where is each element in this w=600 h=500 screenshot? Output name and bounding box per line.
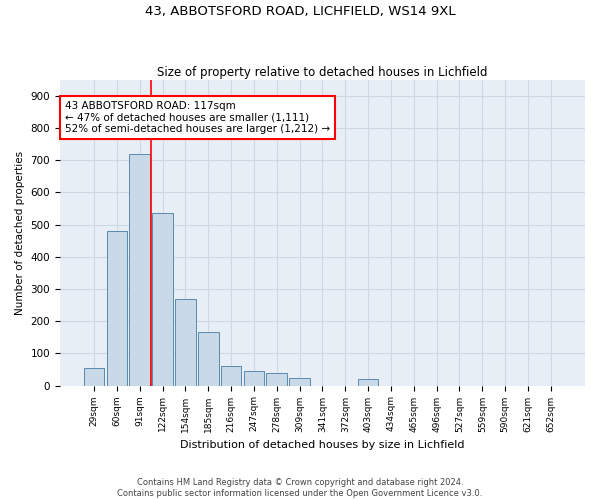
Y-axis label: Number of detached properties: Number of detached properties: [15, 150, 25, 314]
Bar: [175, 298, 196, 386]
Bar: [266, 372, 287, 386]
Bar: [358, 379, 379, 386]
Bar: [244, 371, 264, 386]
Bar: [198, 332, 218, 386]
X-axis label: Distribution of detached houses by size in Lichfield: Distribution of detached houses by size …: [180, 440, 465, 450]
Bar: [221, 366, 241, 386]
Text: Contains HM Land Registry data © Crown copyright and database right 2024.
Contai: Contains HM Land Registry data © Crown c…: [118, 478, 482, 498]
Title: Size of property relative to detached houses in Lichfield: Size of property relative to detached ho…: [157, 66, 488, 78]
Text: 43, ABBOTSFORD ROAD, LICHFIELD, WS14 9XL: 43, ABBOTSFORD ROAD, LICHFIELD, WS14 9XL: [145, 5, 455, 18]
Bar: [107, 231, 127, 386]
Bar: [152, 214, 173, 386]
Text: 43 ABBOTSFORD ROAD: 117sqm
← 47% of detached houses are smaller (1,111)
52% of s: 43 ABBOTSFORD ROAD: 117sqm ← 47% of deta…: [65, 101, 330, 134]
Bar: [84, 368, 104, 386]
Bar: [289, 378, 310, 386]
Bar: [130, 154, 150, 386]
